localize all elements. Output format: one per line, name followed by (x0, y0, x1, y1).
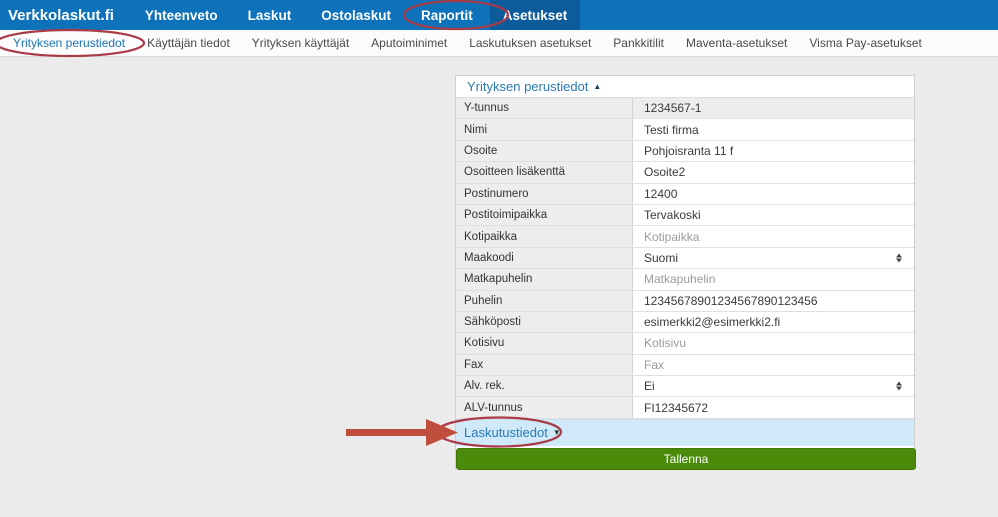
input-fax[interactable]: Fax (633, 354, 914, 376)
select-arrows-icon (896, 381, 902, 391)
collapse-up-icon: ▲ (593, 81, 602, 91)
subnav-item-yrityksen-perustiedot[interactable]: Yrityksen perustiedot (13, 36, 126, 50)
field-label-matkapuhelin: Matkapuhelin (456, 269, 633, 290)
field-label-alv-tunnus: ALV-tunnus (456, 397, 633, 418)
input-postitoimipaikka[interactable]: Tervakoski (633, 204, 914, 226)
field-label-alv-rek: Alv. rek. (456, 376, 633, 397)
subnav-item-maventa-asetukset[interactable]: Maventa-asetukset (685, 36, 788, 50)
subnav-item-laskutuksen-asetukset[interactable]: Laskutuksen asetukset (469, 36, 592, 50)
nav-item-yhteenveto[interactable]: Yhteenveto (144, 7, 218, 23)
field-label-kotipaikka: Kotipaikka (456, 226, 633, 247)
subnav-item-pankkitilit[interactable]: Pankkitilit (613, 36, 664, 50)
field-label-kotisivu: Kotisivu (456, 333, 633, 354)
field-label-osoitteen-lis-kentt: Osoitteen lisäkenttä (456, 162, 633, 183)
input-osoitteen-lis-kentt[interactable]: Osoite2 (633, 162, 914, 183)
input-matkapuhelin[interactable]: Matkapuhelin (633, 269, 914, 290)
save-button[interactable]: Tallenna (456, 447, 916, 470)
table-row-alv-rek: Alv. rek. Ei (456, 376, 914, 398)
table-row-osoitteen-lis-kentt: Osoitteen lisäkenttä Osoite2 (456, 162, 914, 184)
table-row-postitoimipaikka: Postitoimipaikka Tervakoski (456, 204, 914, 227)
table-row-y-tunnus: Y-tunnus 1234567-1 (456, 98, 914, 120)
select-maakoodi[interactable]: Suomi (633, 247, 914, 269)
table-row-s-hk-posti: Sähköposti esimerkki2@esimerkki2.fi (456, 311, 914, 334)
table-row-matkapuhelin: Matkapuhelin Matkapuhelin (456, 269, 914, 291)
input-s-hk-posti[interactable]: esimerkki2@esimerkki2.fi (633, 311, 914, 333)
annotation-arrow (346, 419, 458, 446)
input-kotipaikka[interactable]: Kotipaikka (633, 226, 914, 247)
subnav-item-k-ytt-j-n-tiedot[interactable]: Käyttäjän tiedot (147, 36, 230, 50)
field-label-postitoimipaikka: Postitoimipaikka (456, 204, 633, 226)
section-bar-laskutustiedot[interactable]: Laskutustiedot ▼ (456, 418, 914, 446)
field-label-fax: Fax (456, 354, 633, 376)
select-alv-rek[interactable]: Ei (633, 376, 914, 397)
table-row-maakoodi: Maakoodi Suomi (456, 247, 914, 270)
field-label-puhelin: Puhelin (456, 290, 633, 311)
input-puhelin[interactable]: 12345678901234567890123456 (633, 290, 914, 311)
panel-header-yrityksen-perustiedot[interactable]: Yrityksen perustiedot ▲ (456, 76, 914, 98)
section-bar-label: Laskutustiedot (464, 425, 548, 441)
brand-logo[interactable]: Verkkolaskut.fi (8, 6, 114, 24)
field-label-s-hk-posti: Sähköposti (456, 311, 633, 333)
company-details-panel: Yrityksen perustiedot ▲ Y-tunnus 1234567-… (455, 75, 916, 470)
field-label-nimi: Nimi (456, 119, 633, 140)
table-row-puhelin: Puhelin 12345678901234567890123456 (456, 290, 914, 312)
field-label-osoite: Osoite (456, 140, 633, 162)
select-arrows-icon (896, 253, 902, 263)
table-row-alv-tunnus: ALV-tunnus FI12345672 (456, 397, 914, 419)
subnav-item-aputoiminimet[interactable]: Aputoiminimet (371, 36, 448, 50)
nav-item-ostolaskut[interactable]: Ostolaskut (321, 7, 391, 23)
nav-item-laskut[interactable]: Laskut (247, 7, 292, 23)
top-navbar: Verkkolaskut.fi Yhteenveto Laskut Ostolask… (0, 0, 998, 30)
settings-subnav: Yrityksen perustiedot Käyttäjän tiedot Yri… (0, 30, 998, 57)
table-row-fax: Fax Fax (456, 354, 914, 377)
input-alv-tunnus[interactable]: FI12345672 (633, 397, 914, 418)
panel-title: Yrityksen perustiedot (467, 79, 589, 94)
subnav-item-yrityksen-k-ytt-j-t[interactable]: Yrityksen käyttäjät (251, 36, 350, 50)
divider (456, 445, 914, 448)
table-row-postinumero: Postinumero 12400 (456, 183, 914, 205)
table-row-osoite: Osoite Pohjoisranta 11 f (456, 140, 914, 163)
field-label-y-tunnus: Y-tunnus (456, 98, 633, 119)
table-row-nimi: Nimi Testi firma (456, 119, 914, 141)
input-postinumero[interactable]: 12400 (633, 183, 914, 204)
field-label-maakoodi: Maakoodi (456, 247, 633, 269)
company-details-table: Y-tunnus 1234567-1 Nimi Testi firma Osoite Po… (456, 98, 914, 419)
nav-item-asetukset[interactable]: Asetukset (489, 0, 581, 30)
subnav-item-visma-pay-asetukset[interactable]: Visma Pay-asetukset (809, 36, 922, 50)
field-label-postinumero: Postinumero (456, 183, 633, 204)
input-y-tunnus: 1234567-1 (633, 98, 914, 119)
table-row-kotipaikka: Kotipaikka Kotipaikka (456, 226, 914, 248)
input-osoite[interactable]: Pohjoisranta 11 f (633, 140, 914, 162)
input-kotisivu[interactable]: Kotisivu (633, 333, 914, 354)
table-row-kotisivu: Kotisivu Kotisivu (456, 333, 914, 355)
nav-item-raportit[interactable]: Raportit (420, 7, 473, 23)
collapse-down-icon: ▼ (552, 427, 561, 437)
input-nimi[interactable]: Testi firma (633, 119, 914, 140)
